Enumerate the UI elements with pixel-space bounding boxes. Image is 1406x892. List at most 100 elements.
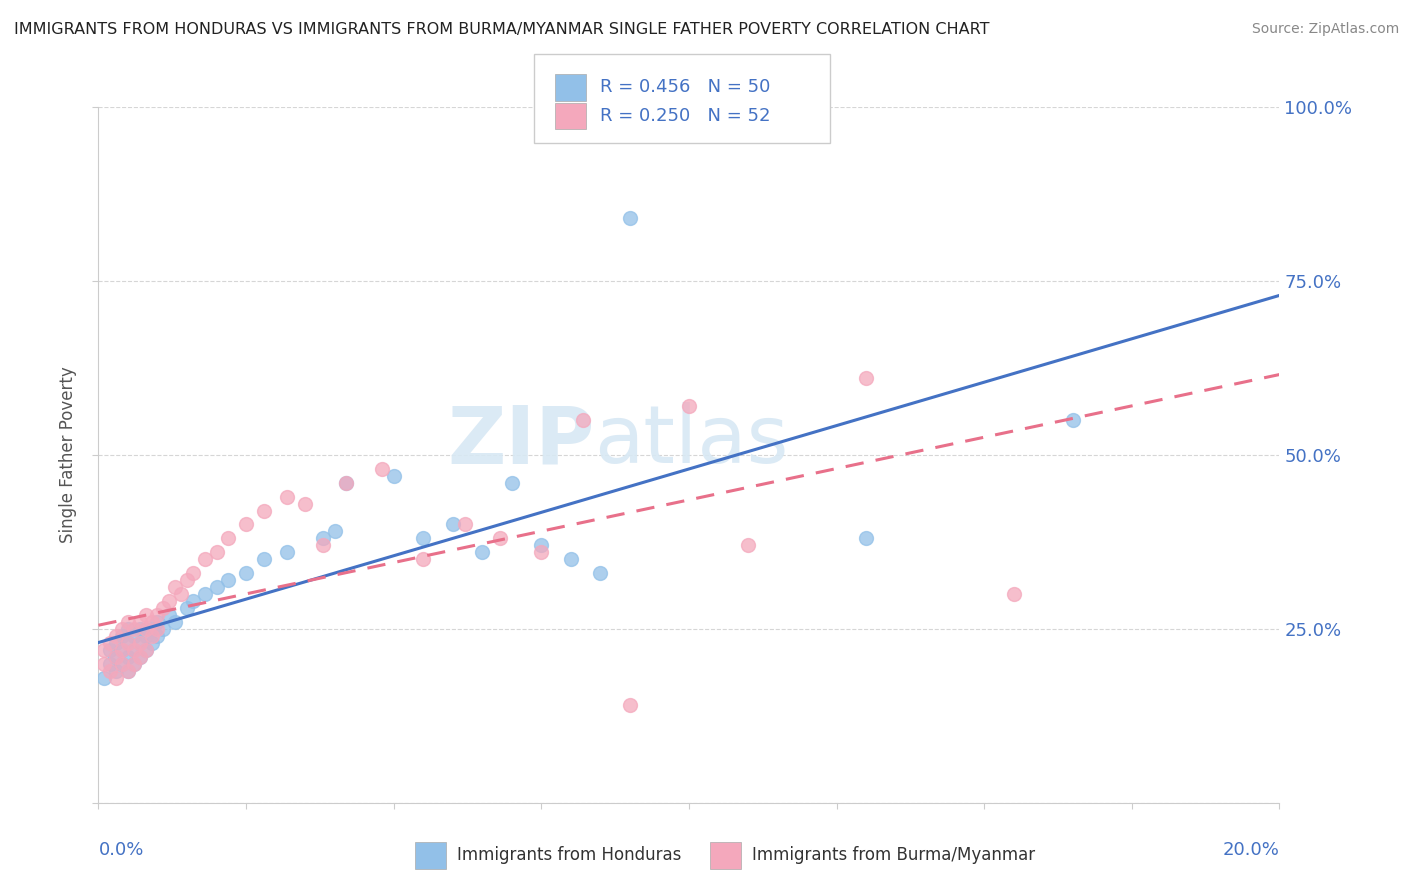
- Point: [205, 580, 228, 594]
- Point: [560, 552, 582, 566]
- Point: [141, 636, 163, 650]
- Point: [105, 664, 128, 678]
- Point: [571, 413, 593, 427]
- Point: [181, 594, 204, 608]
- Point: [111, 642, 134, 657]
- Point: [235, 566, 257, 581]
- Text: atlas: atlas: [595, 402, 789, 480]
- Point: [122, 642, 145, 657]
- Point: [855, 532, 877, 546]
- Point: [117, 636, 139, 650]
- Point: [152, 601, 174, 615]
- Point: [93, 642, 115, 657]
- Point: [589, 566, 612, 581]
- Point: [855, 371, 877, 385]
- Point: [205, 545, 228, 559]
- Text: Immigrants from Honduras: Immigrants from Honduras: [457, 847, 682, 864]
- Point: [312, 532, 335, 546]
- Point: [176, 573, 198, 587]
- Point: [128, 622, 150, 636]
- Point: [105, 649, 128, 664]
- Point: [111, 629, 134, 643]
- Point: [122, 657, 145, 671]
- Point: [152, 622, 174, 636]
- Point: [135, 629, 157, 643]
- Point: [98, 664, 121, 678]
- Point: [146, 622, 169, 636]
- Point: [176, 601, 198, 615]
- Point: [737, 538, 759, 552]
- Point: [117, 615, 139, 629]
- Point: [382, 468, 405, 483]
- Point: [217, 532, 239, 546]
- Text: Source: ZipAtlas.com: Source: ZipAtlas.com: [1251, 22, 1399, 37]
- Point: [98, 642, 121, 657]
- Point: [619, 698, 641, 713]
- Point: [105, 636, 128, 650]
- Point: [530, 538, 553, 552]
- Point: [146, 615, 169, 629]
- Point: [128, 649, 150, 664]
- Point: [135, 622, 157, 636]
- Point: [323, 524, 346, 539]
- Point: [371, 462, 394, 476]
- Point: [489, 532, 512, 546]
- Point: [117, 636, 139, 650]
- Point: [335, 475, 357, 490]
- Point: [453, 517, 475, 532]
- Point: [93, 671, 115, 685]
- Point: [619, 211, 641, 226]
- Point: [111, 622, 134, 636]
- Point: [111, 657, 134, 671]
- Point: [530, 545, 553, 559]
- Point: [170, 587, 193, 601]
- Point: [111, 642, 134, 657]
- Text: R = 0.250   N = 52: R = 0.250 N = 52: [600, 107, 770, 125]
- Text: ZIP: ZIP: [447, 402, 595, 480]
- Point: [194, 587, 217, 601]
- Point: [117, 649, 139, 664]
- Point: [253, 552, 276, 566]
- Point: [122, 642, 145, 657]
- Point: [135, 642, 157, 657]
- Point: [276, 490, 298, 504]
- Point: [194, 552, 217, 566]
- Point: [1062, 413, 1084, 427]
- Point: [122, 629, 145, 643]
- Point: [128, 649, 150, 664]
- Point: [312, 538, 335, 552]
- Point: [501, 475, 523, 490]
- Point: [135, 642, 157, 657]
- Point: [253, 503, 276, 517]
- Point: [122, 622, 145, 636]
- Point: [235, 517, 257, 532]
- Point: [165, 580, 187, 594]
- Point: [141, 629, 163, 643]
- Point: [117, 622, 139, 636]
- Point: [135, 607, 157, 622]
- Text: 0.0%: 0.0%: [98, 841, 143, 859]
- Point: [141, 622, 163, 636]
- Point: [165, 615, 187, 629]
- Point: [157, 594, 180, 608]
- Text: 20.0%: 20.0%: [1223, 841, 1279, 859]
- Point: [117, 664, 139, 678]
- Point: [276, 545, 298, 559]
- Point: [128, 615, 150, 629]
- Point: [471, 545, 494, 559]
- Point: [105, 649, 128, 664]
- Point: [128, 636, 150, 650]
- Text: R = 0.456   N = 50: R = 0.456 N = 50: [600, 78, 770, 95]
- Point: [441, 517, 464, 532]
- Point: [157, 607, 180, 622]
- Point: [146, 629, 169, 643]
- Point: [181, 566, 204, 581]
- Point: [294, 497, 316, 511]
- Text: IMMIGRANTS FROM HONDURAS VS IMMIGRANTS FROM BURMA/MYANMAR SINGLE FATHER POVERTY : IMMIGRANTS FROM HONDURAS VS IMMIGRANTS F…: [14, 22, 990, 37]
- Point: [1002, 587, 1025, 601]
- Point: [122, 657, 145, 671]
- Point: [117, 664, 139, 678]
- Point: [105, 671, 128, 685]
- Point: [141, 615, 163, 629]
- Point: [412, 552, 434, 566]
